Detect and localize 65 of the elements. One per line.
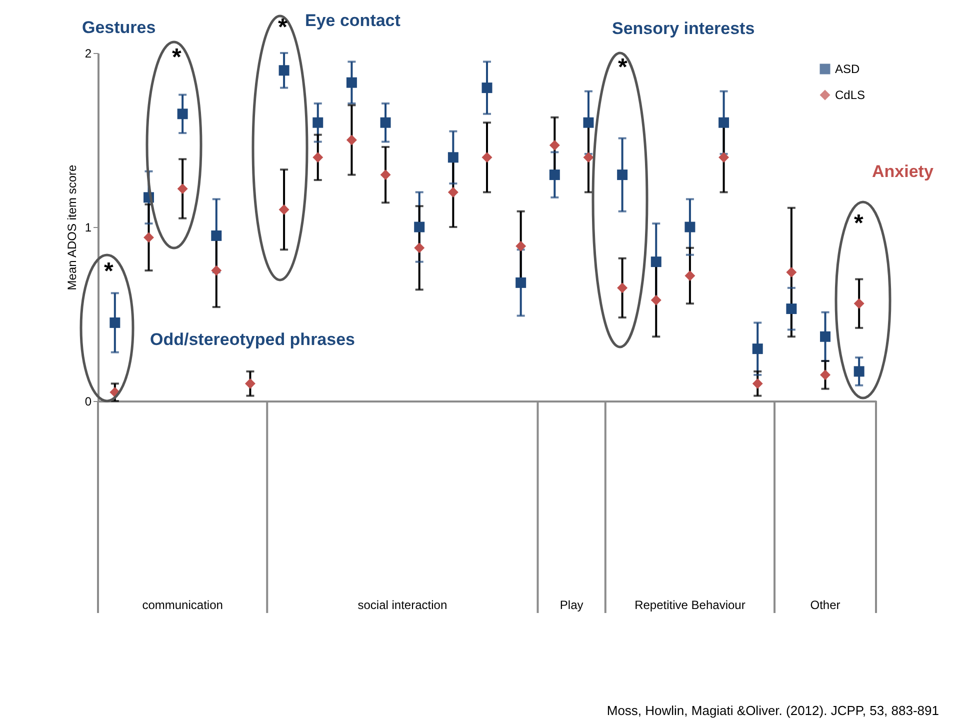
point [752,344,763,354]
text: Sensory interests [612,19,755,39]
text: Moss, Howlin, Magiati &Oliver. (2012). JCPP, 53, 883-891 [606,703,939,718]
point [650,256,662,268]
point [110,317,120,328]
point [854,366,864,377]
text: social interaction [358,598,448,612]
point [718,117,730,128]
point [684,222,696,232]
point [516,240,526,252]
point [312,117,324,128]
point [448,152,458,163]
point [718,152,730,163]
point [448,186,458,198]
point [143,232,154,243]
text: Eye contact [305,11,400,31]
point [211,230,222,241]
annotation: Odd/stereotyped phrases [150,330,356,350]
point [617,282,628,294]
text: communication [142,598,223,612]
point [380,170,391,180]
y-tick-label: 0 [84,394,92,408]
point [414,222,425,232]
annotation: * [104,258,114,286]
annotation: * [618,54,628,82]
point [278,65,290,76]
point [244,378,256,389]
point [414,242,425,254]
point [211,265,222,276]
y-tick-label: 2 [84,46,92,60]
point [346,134,357,146]
annotation: Anxiety [872,162,934,182]
legend-label: ASD [835,62,860,76]
point [583,152,594,163]
y-axis-title: Mean ADOS item score [64,164,79,290]
text: Repetitive Behaviour [634,598,746,612]
point [278,204,290,215]
point [684,270,696,281]
point [583,117,594,128]
text: Other [810,598,840,612]
point [380,117,391,128]
point [516,277,526,288]
point [752,378,763,389]
point [617,170,628,180]
point [820,370,831,380]
point [820,331,831,342]
annotation: * [854,210,864,238]
point [549,140,560,150]
text: Gestures [82,18,156,38]
point [312,152,324,163]
point [786,304,797,314]
point [786,266,797,278]
point [482,152,492,163]
point [482,82,492,94]
point [854,298,864,309]
annotation: * [172,44,182,72]
point [177,108,188,120]
point [346,77,357,88]
y-tick-label: 1 [84,220,92,234]
point [177,183,188,194]
legend-label: CdLS [835,88,866,102]
point [549,170,560,180]
text: Play [560,598,584,612]
text: * [278,14,288,42]
point [650,294,662,306]
